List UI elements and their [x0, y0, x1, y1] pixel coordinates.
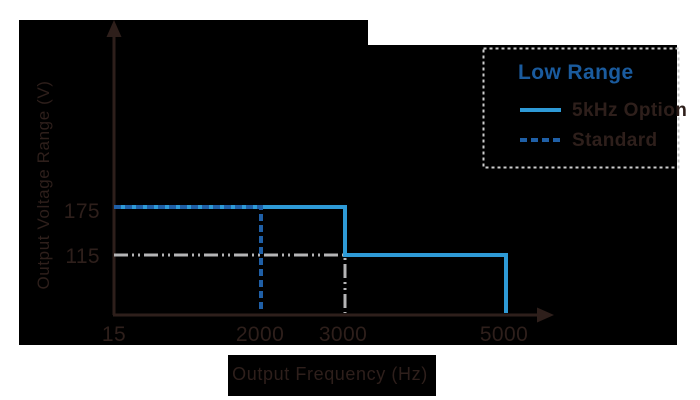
- legend-box: [482, 47, 680, 169]
- background-tile-xtitle: [228, 355, 436, 396]
- series-layer: [114, 205, 508, 313]
- background-tile-right: [368, 45, 677, 345]
- background-tile-left: [19, 20, 368, 345]
- x-axis-arrow-icon: [537, 307, 554, 323]
- axes-lines: [112, 30, 540, 317]
- series-line-standard: [114, 205, 263, 313]
- y-tick-115: 115: [65, 245, 100, 268]
- y-tick-175: 175: [63, 200, 100, 223]
- x-tick-2000: 2000: [235, 323, 285, 346]
- y-axis-arrow-icon: [106, 20, 122, 37]
- x-tick-3000: 3000: [318, 323, 368, 346]
- legend-title: Low Range: [518, 61, 634, 84]
- x-tick-15: 15: [101, 323, 127, 346]
- x-tick-5000: 5000: [479, 323, 529, 346]
- legend-label-5khz-option: 5kHz Option: [572, 100, 688, 121]
- x-axis-title: Output Frequency (Hz): [232, 364, 428, 384]
- series-line-5khz-option: [114, 205, 508, 313]
- y-axis-title: Output Voltage Range (V): [34, 80, 53, 290]
- legend-label-standard: Standard: [572, 130, 658, 151]
